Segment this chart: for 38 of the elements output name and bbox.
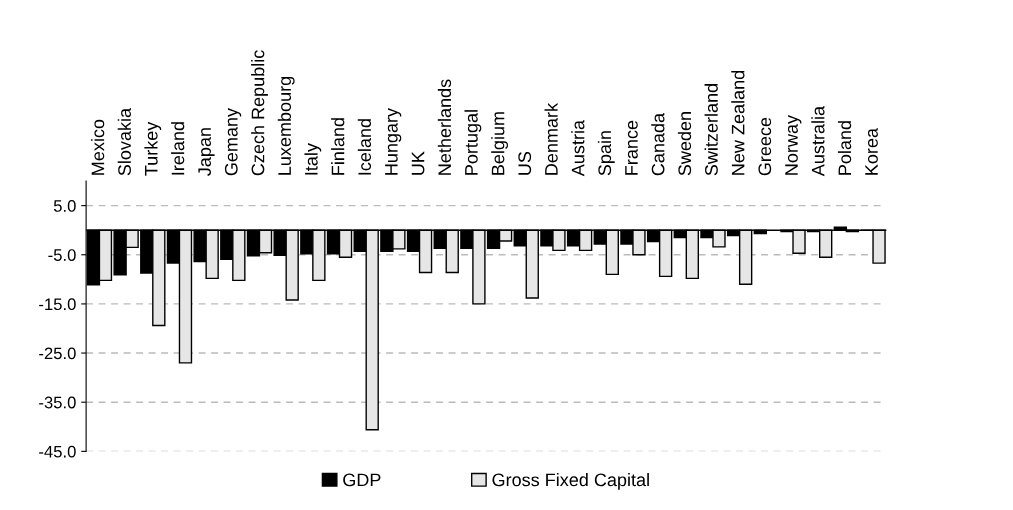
x-tick-label: UK — [411, 151, 425, 175]
x-tick-label: Slovakia — [117, 107, 131, 176]
x-tick-label: New Zealand — [731, 70, 745, 175]
x-tick-label: Sweden — [677, 112, 692, 176]
y-tick-label: -5.0 — [48, 249, 76, 261]
x-tick-label: Norway — [785, 115, 802, 175]
x-tick-label: US — [518, 151, 532, 175]
x-tick-label: Czech Republic — [251, 50, 268, 176]
y-tick-label: -15.0 — [39, 298, 76, 311]
x-tick-label: Spain — [597, 131, 615, 176]
legend-label: GDP — [343, 473, 381, 487]
x-tick-label: Italy — [304, 143, 322, 175]
x-tick-label: Portugal — [464, 110, 482, 175]
x-tick-label: Korea — [865, 128, 878, 175]
x-tick-label: Ireland — [171, 122, 185, 175]
y-tick-label: -25.0 — [39, 347, 76, 360]
x-tick-label: Denmark — [544, 102, 558, 175]
x-tick-label: Australia — [811, 105, 825, 177]
x-tick-label: Canada — [651, 112, 665, 176]
x-tick-label: Japan — [198, 128, 215, 176]
x-tick-label: Greece — [758, 117, 772, 176]
x-tick-label: Hungary — [385, 107, 402, 175]
x-tick-label: Finland — [331, 118, 345, 175]
x-tick-label: Belgium — [491, 112, 508, 175]
x-tick-label: Iceland — [357, 119, 372, 175]
y-tick-label: -35.0 — [39, 396, 76, 409]
y-tick-label: -45.0 — [39, 445, 76, 458]
x-tick-label: Austria — [571, 120, 585, 177]
x-tick-label: Switzerland — [704, 84, 718, 176]
x-tick-label: Turkey — [144, 121, 162, 176]
x-tick-label: France — [625, 120, 638, 175]
x-tick-label: Netherlands — [437, 79, 452, 175]
x-tick-label: Poland — [837, 121, 852, 175]
y-tick-label: 5.0 — [53, 200, 76, 212]
legend-label: Gross Fixed Capital — [492, 473, 649, 490]
x-tick-label: Gemany — [224, 107, 242, 176]
x-tick-label: Luxembourg — [277, 76, 295, 175]
x-tick-label: Mexico — [91, 119, 105, 175]
